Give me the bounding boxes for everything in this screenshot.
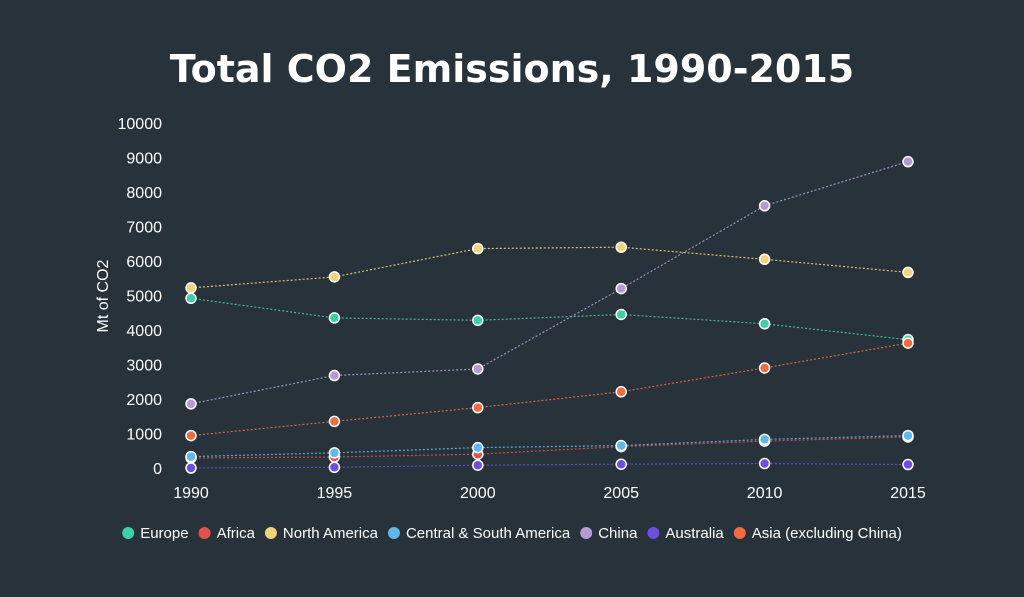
data-point[interactable] [615, 241, 627, 253]
data-point[interactable] [758, 362, 771, 374]
legend-swatch [122, 527, 135, 539]
legend-label: Central & South America [406, 525, 571, 542]
series-line-0 [190, 297, 909, 341]
data-point[interactable] [328, 461, 341, 474]
legend-swatch [733, 527, 746, 539]
data-point[interactable] [185, 398, 197, 410]
x-tick-label: 2005 [603, 485, 639, 502]
x-tick-label: 1995 [317, 485, 353, 502]
legend-item[interactable]: Europe [122, 525, 189, 542]
data-point[interactable] [902, 155, 914, 168]
data-point[interactable] [758, 253, 771, 266]
y-tick-label: 9000 [126, 151, 162, 168]
data-point[interactable] [328, 415, 341, 428]
legend-swatch [387, 527, 400, 539]
x-axis-ticks: 1990 1995 2000 2005 2010 2015 [173, 485, 926, 502]
data-point[interactable] [472, 242, 484, 255]
legend-swatch [647, 527, 660, 539]
series-line-5 [190, 462, 909, 469]
x-tick-label: 2010 [747, 485, 783, 502]
data-point[interactable] [328, 369, 341, 382]
chart-title: Total CO2 Emissions, 1990-2015 [170, 47, 854, 91]
series-line-6 [190, 342, 909, 437]
data-point[interactable] [615, 458, 627, 470]
y-tick-label: 4000 [126, 323, 162, 340]
series-line-4 [190, 161, 909, 405]
data-point[interactable] [758, 433, 771, 446]
series-line-1 [190, 436, 909, 459]
data-point[interactable] [615, 308, 627, 321]
legend-item[interactable]: Central & South America [387, 525, 571, 542]
legend-label: China [598, 525, 638, 542]
x-tick-label: 2000 [460, 485, 496, 502]
data-point[interactable] [472, 459, 484, 471]
x-tick-label: 1990 [173, 485, 209, 502]
data-point[interactable] [328, 271, 341, 283]
data-point[interactable] [185, 450, 197, 463]
legend-swatch [198, 527, 211, 539]
legend-item[interactable]: North America [264, 525, 379, 542]
y-tick-label: 7000 [126, 220, 162, 237]
y-tick-label: 1000 [126, 427, 162, 444]
y-tick-label: 3000 [126, 358, 162, 375]
y-axis-label: Mt of CO2 [95, 259, 112, 332]
data-point[interactable] [902, 458, 914, 471]
legend-label: Africa [217, 525, 256, 542]
data-point[interactable] [472, 363, 484, 375]
data-point[interactable] [185, 462, 197, 474]
data-point[interactable] [758, 318, 771, 330]
data-point[interactable] [902, 429, 914, 442]
data-point[interactable] [615, 386, 627, 398]
series-lines [190, 161, 909, 469]
legend-label: North America [283, 525, 379, 542]
data-point[interactable] [328, 447, 341, 459]
data-point[interactable] [185, 282, 197, 294]
data-point[interactable] [185, 429, 197, 442]
y-tick-label: 2000 [126, 392, 162, 409]
y-tick-label: 6000 [126, 254, 162, 271]
y-tick-label: 0 [153, 461, 162, 478]
y-tick-label: 8000 [126, 185, 162, 202]
data-point[interactable] [758, 200, 771, 212]
data-point[interactable] [472, 314, 484, 327]
data-point[interactable] [185, 292, 197, 305]
series-line-3 [190, 435, 909, 458]
data-point[interactable] [328, 312, 341, 324]
legend-label: Australia [665, 525, 724, 542]
series-points [185, 155, 914, 474]
data-point[interactable] [758, 457, 771, 470]
y-axis-ticks: 0 1000 2000 3000 4000 5000 6000 7000 8000 9000 100… [118, 116, 163, 478]
data-point[interactable] [615, 282, 627, 295]
legend: Europe Africa North America Central & South… [122, 525, 902, 542]
legend-label: Asia (excluding China) [752, 525, 902, 542]
data-point[interactable] [615, 439, 627, 452]
series-line-2 [190, 246, 909, 289]
legend-swatch [264, 527, 277, 539]
legend-item[interactable]: Asia (excluding China) [733, 525, 902, 542]
x-tick-label: 2015 [890, 485, 926, 502]
legend-item[interactable]: Australia [647, 525, 724, 542]
data-point[interactable] [902, 337, 914, 349]
y-tick-label: 10000 [118, 116, 163, 133]
y-tick-label: 5000 [126, 289, 162, 306]
legend-item[interactable]: China [580, 525, 638, 542]
legend-label: Europe [140, 525, 188, 542]
legend-swatch [580, 527, 593, 539]
data-point[interactable] [472, 401, 484, 414]
data-point[interactable] [902, 266, 914, 279]
legend-item[interactable]: Africa [198, 525, 256, 542]
data-point[interactable] [472, 441, 484, 454]
